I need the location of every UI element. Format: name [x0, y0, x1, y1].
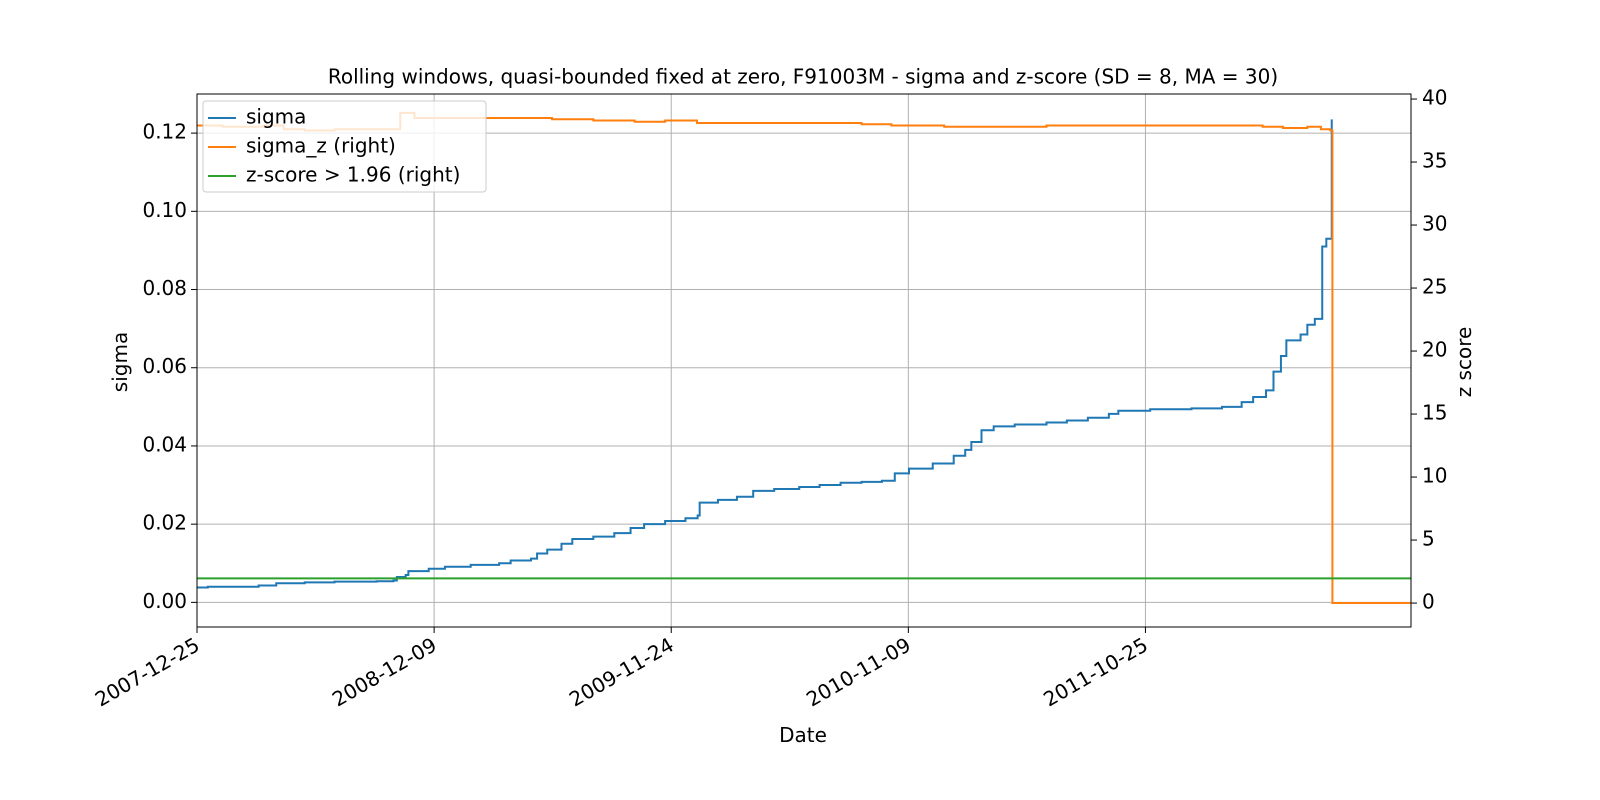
y-tick-label-right: 25 — [1422, 275, 1447, 299]
legend-label: sigma — [246, 105, 306, 129]
y-tick-label-left: 0.10 — [142, 198, 187, 222]
y-tick-label-left: 0.12 — [142, 120, 187, 144]
y-tick-label-right: 0 — [1422, 590, 1435, 614]
chart-title: Rolling windows, quasi-bounded fixed at … — [328, 65, 1278, 89]
y-axis-label-left: sigma — [108, 332, 132, 392]
legend: sigma sigma_z (right) z-score > 1.96 (righ… — [202, 100, 487, 193]
grid-lines — [196, 94, 1411, 627]
y-tick-label-left: 0.04 — [142, 432, 187, 456]
y-tick-label-right: 20 — [1422, 338, 1447, 362]
legend-box — [202, 100, 487, 193]
y-tick-label-left: 0.08 — [142, 276, 187, 300]
y-tick-label-left: 0.02 — [142, 511, 187, 535]
y-axis-label-right: z score — [1452, 327, 1476, 398]
legend-label: z-score > 1.96 (right) — [246, 163, 460, 187]
y-tick-label-right: 10 — [1422, 464, 1447, 488]
y-tick-label-right: 35 — [1422, 149, 1447, 173]
y-tick-label-right: 15 — [1422, 401, 1447, 425]
y-tick-label-right: 40 — [1422, 86, 1447, 110]
legend-label: sigma_z (right) — [246, 134, 396, 158]
x-axis-label: Date — [779, 723, 827, 747]
y-tick-label-right: 5 — [1422, 527, 1435, 551]
y-tick-label-left: 0.00 — [142, 589, 187, 613]
y-tick-label-right: 30 — [1422, 212, 1447, 236]
series-line-sigma — [197, 119, 1333, 589]
plot-frame — [196, 93, 1412, 628]
y-tick-label-left: 0.06 — [142, 354, 187, 378]
